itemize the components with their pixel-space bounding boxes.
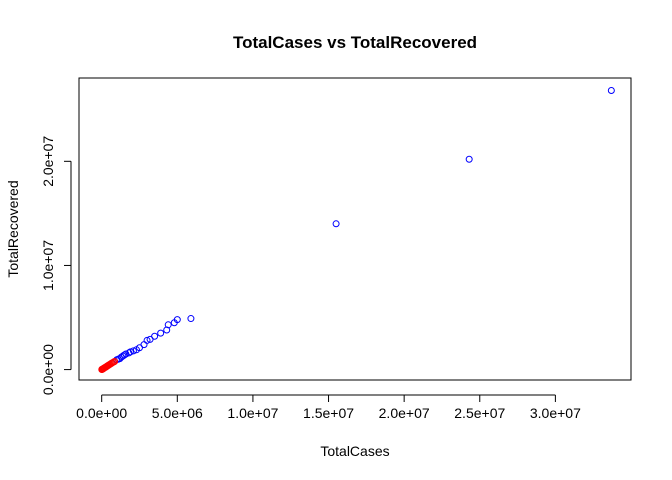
plot-frame <box>78 77 632 381</box>
data-point <box>465 155 473 163</box>
x-tick-label: 1.5e+07 <box>303 405 354 421</box>
x-axis-label: TotalCases <box>320 443 389 459</box>
data-point <box>607 86 615 94</box>
data-point <box>163 326 171 334</box>
data-point <box>146 335 154 343</box>
chart-title: TotalCases vs TotalRecovered <box>233 33 477 52</box>
data-points <box>98 86 615 374</box>
y-tick-label: 1.0e+07 <box>40 240 56 291</box>
y-axis-label: TotalRecovered <box>5 180 21 277</box>
data-point <box>187 315 195 323</box>
y-tick-label: 0.0e+00 <box>40 344 56 395</box>
x-tick-label: 5.0e+06 <box>152 405 203 421</box>
data-point <box>132 346 140 354</box>
data-point <box>170 319 178 327</box>
x-axis: 0.0e+00 5.0e+06 1.0e+07 1.5e+07 2.0e+07 2.5e+… <box>76 394 581 421</box>
data-point <box>125 349 133 357</box>
data-point <box>126 348 134 356</box>
x-tick-label: 3.0e+07 <box>530 405 581 421</box>
x-tick-label: 0.0e+00 <box>76 405 127 421</box>
data-point <box>332 220 340 228</box>
y-tick-label: 2.0e+07 <box>40 136 56 187</box>
x-tick-label: 2.5e+07 <box>454 405 505 421</box>
x-tick-label: 2.0e+07 <box>379 405 430 421</box>
data-point <box>98 366 106 374</box>
data-point <box>157 329 165 337</box>
y-axis: 0.0e+00 1.0e+07 2.0e+07 <box>40 136 72 395</box>
data-point <box>129 347 137 355</box>
x-tick-label: 1.0e+07 <box>227 405 278 421</box>
